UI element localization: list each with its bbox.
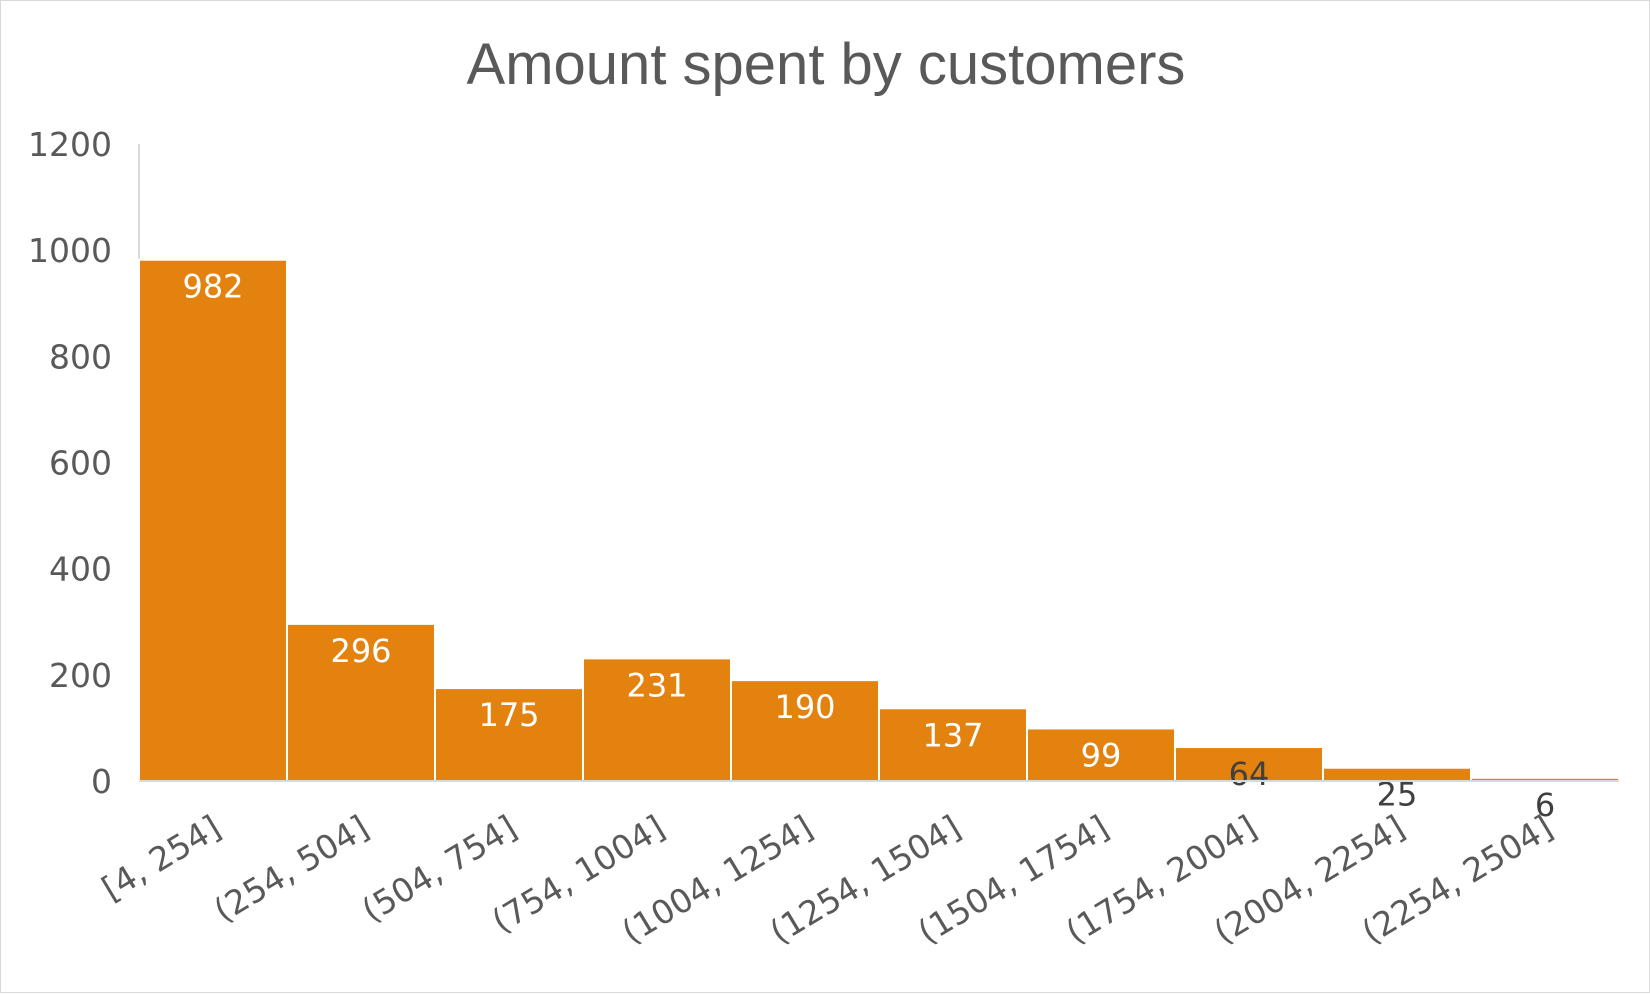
bar-value-label: 25 [1377,776,1418,814]
bar-value-label: 296 [330,632,391,670]
data-labels: 982 296 175 231 190 137 99 64 25 6 [182,268,1555,824]
bar-value-label: 190 [774,688,835,726]
histogram-bar [1174,746,1324,783]
bars [138,258,1620,783]
bar-value-label: 99 [1081,736,1122,774]
y-tick-label: 200 [49,656,112,695]
y-tick-label: 400 [49,550,112,589]
y-tick-label: 1200 [28,125,112,164]
bar-value-label: 175 [478,696,539,734]
y-tick-label: 0 [91,762,112,801]
x-tick-label: (254, 504] [207,807,375,929]
bar-value-label: 982 [182,268,243,306]
histogram-bar [138,258,288,782]
histogram-bar [434,687,584,783]
bar-value-label: 64 [1229,755,1270,793]
bar-value-label: 6 [1535,786,1555,824]
bar-value-label: 137 [922,716,983,754]
y-axis: 0 200 400 600 800 1000 1200 [28,125,140,801]
y-tick-label: 1000 [28,231,112,270]
y-tick-label: 800 [49,337,112,376]
y-tick-label: 600 [49,444,112,483]
bar-value-label: 231 [626,666,687,704]
x-tick-label: [4, 254] [95,807,227,908]
chart-title: Amount spent by customers [467,32,1186,97]
